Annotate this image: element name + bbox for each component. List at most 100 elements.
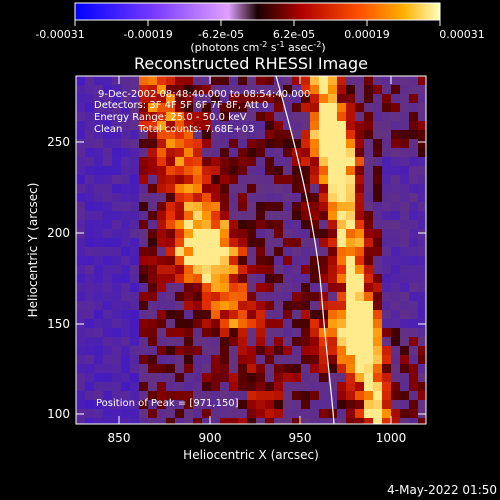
image-pixel [409, 301, 419, 311]
image-pixel [355, 85, 365, 95]
image-pixel [382, 112, 392, 122]
image-pixel [364, 400, 374, 410]
image-pixel [292, 166, 302, 176]
image-pixel [139, 85, 149, 95]
image-pixel [337, 157, 347, 167]
image-pixel [85, 346, 95, 356]
image-pixel [220, 121, 230, 131]
image-pixel [265, 418, 275, 424]
image-pixel [382, 301, 392, 311]
image-pixel [157, 265, 167, 275]
image-pixel [148, 148, 158, 158]
image-pixel [310, 355, 320, 365]
colorbar [74, 2, 441, 21]
image-pixel [76, 220, 86, 230]
image-pixel [265, 166, 275, 176]
image-pixel [85, 229, 95, 239]
image-pixel [418, 355, 426, 365]
image-pixel [211, 400, 221, 410]
image-pixel [139, 76, 149, 86]
image-pixel [346, 373, 356, 383]
image-pixel [229, 211, 239, 221]
image-pixel [121, 220, 131, 230]
image-pixel [112, 301, 122, 311]
image-pixel [121, 337, 131, 347]
image-pixel [283, 364, 293, 374]
image-pixel [103, 193, 113, 203]
y-tick-label: 100 [47, 407, 70, 421]
image-pixel [355, 310, 365, 320]
image-pixel [184, 265, 194, 275]
image-pixel [337, 76, 347, 86]
image-pixel [409, 103, 419, 113]
image-pixel [220, 211, 230, 221]
image-pixel [220, 175, 230, 185]
image-pixel [346, 364, 356, 374]
image-pixel [373, 364, 383, 374]
image-pixel [229, 85, 239, 95]
image-pixel [229, 373, 239, 383]
image-pixel [121, 121, 131, 131]
image-pixel [211, 148, 221, 158]
image-pixel [364, 337, 374, 347]
image-pixel [400, 202, 410, 212]
image-pixel [211, 103, 221, 113]
image-pixel [292, 319, 302, 329]
image-pixel [157, 220, 167, 230]
image-pixel [238, 229, 248, 239]
image-pixel [148, 166, 158, 176]
image-pixel [418, 391, 426, 401]
footer-date: 4-May-2022 01:50 [387, 483, 497, 497]
image-pixel [265, 130, 275, 140]
image-pixel [382, 193, 392, 203]
image-pixel [238, 85, 248, 95]
image-pixel [337, 301, 347, 311]
image-pixel [130, 364, 140, 374]
image-pixel [283, 337, 293, 347]
image-pixel [148, 292, 158, 302]
image-pixel [139, 391, 149, 401]
image-pixel [148, 76, 158, 86]
image-pixel [310, 229, 320, 239]
image-pixel [139, 184, 149, 194]
image-pixel [76, 265, 86, 275]
image-pixel [382, 130, 392, 140]
image-pixel [283, 103, 293, 113]
image-pixel [265, 301, 275, 311]
image-pixel [166, 418, 176, 424]
image-pixel [373, 166, 383, 176]
image-pixel [418, 373, 426, 383]
image-pixel [292, 175, 302, 185]
image-pixel [346, 229, 356, 239]
image-pixel [139, 283, 149, 293]
image-pixel [229, 346, 239, 356]
image-pixel [184, 292, 194, 302]
image-pixel [103, 418, 113, 424]
image-pixel [355, 319, 365, 329]
image-pixel [301, 283, 311, 293]
image-pixel [193, 364, 203, 374]
image-pixel [274, 355, 284, 365]
image-pixel [247, 382, 257, 392]
image-pixel [292, 301, 302, 311]
image-pixel [247, 337, 257, 347]
image-pixel [319, 193, 329, 203]
image-pixel [301, 346, 311, 356]
image-pixel [292, 76, 302, 86]
image-pixel [400, 103, 410, 113]
image-pixel [166, 373, 176, 383]
image-pixel [391, 418, 401, 424]
image-pixel [121, 166, 131, 176]
image-pixel [274, 382, 284, 392]
image-pixel [337, 148, 347, 158]
image-pixel [121, 391, 131, 401]
image-pixel [247, 130, 257, 140]
image-pixel [256, 265, 266, 275]
image-pixel [355, 166, 365, 176]
image-pixel [400, 418, 410, 424]
image-pixel [391, 337, 401, 347]
image-pixel [265, 157, 275, 167]
image-pixel [229, 400, 239, 410]
image-pixel [166, 229, 176, 239]
image-pixel [85, 355, 95, 365]
